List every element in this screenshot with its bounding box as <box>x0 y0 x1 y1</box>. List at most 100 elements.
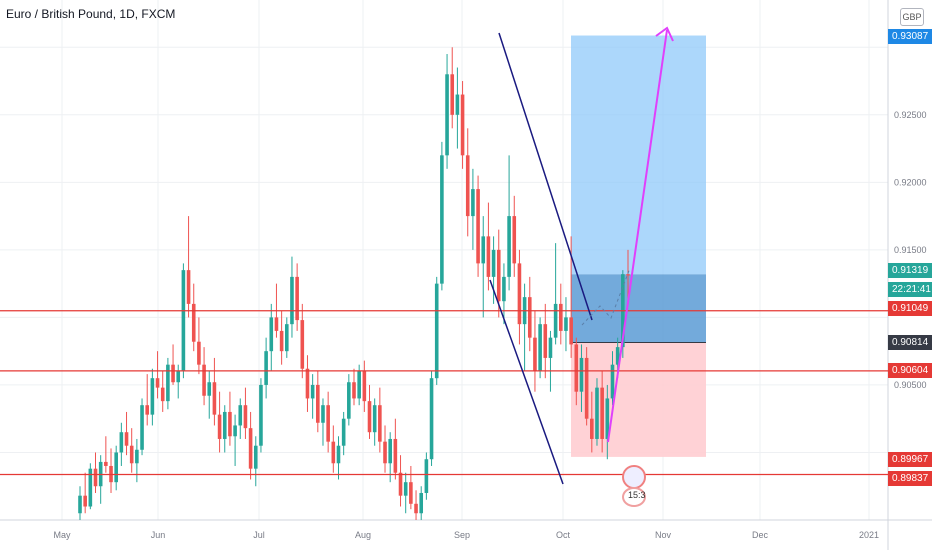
candle-body <box>383 441 387 464</box>
price-badge: 0.91319 <box>888 263 932 278</box>
candle-body <box>238 405 243 426</box>
candle-body <box>207 382 212 396</box>
candle-body <box>465 155 470 217</box>
candle-body <box>212 382 217 415</box>
candle-body <box>512 216 517 264</box>
entry-zone <box>571 274 706 343</box>
target-price-badge: 0.93087 <box>888 28 932 44</box>
candle-body <box>222 411 227 439</box>
candle-body <box>574 344 579 392</box>
candle-body <box>114 452 118 483</box>
candle-body <box>186 270 191 304</box>
price-badge: 0.89837 <box>888 471 932 486</box>
time-axis-label: Dec <box>752 530 769 540</box>
target-zone <box>571 35 706 275</box>
candle-body <box>279 330 284 352</box>
time-axis-label: Nov <box>655 530 672 540</box>
candle-body <box>388 438 392 464</box>
candle-body <box>543 324 548 358</box>
candle-body <box>135 449 139 464</box>
candle-body <box>305 368 310 399</box>
candle-body <box>150 378 155 415</box>
candle-body <box>310 384 315 399</box>
candle-body <box>419 492 424 514</box>
currency-selector[interactable]: GBP <box>900 8 924 26</box>
candle-body <box>517 263 522 325</box>
candle-body <box>119 432 124 453</box>
economic-event-icon[interactable] <box>622 465 646 489</box>
candle-body <box>259 384 263 446</box>
candle-body <box>352 382 356 399</box>
stop-zone <box>571 342 706 457</box>
candle-body <box>445 74 449 156</box>
candle-body <box>233 425 237 437</box>
price-badge: 0.89967 <box>888 452 932 467</box>
channel-lower-line <box>489 279 564 485</box>
candle-body <box>378 405 382 442</box>
candle-body <box>104 461 108 466</box>
candle-body <box>88 468 93 507</box>
time-axis-label: Oct <box>556 530 571 540</box>
candle-body <box>569 317 573 345</box>
candle-body <box>181 270 186 372</box>
candle-body <box>605 398 610 439</box>
candle-body <box>228 411 232 437</box>
price-badge: 0.91049 <box>888 301 932 316</box>
candle-body <box>600 387 604 439</box>
candle-body <box>191 303 196 342</box>
candle-body <box>155 378 160 388</box>
candle-body <box>491 249 496 277</box>
candle-body <box>171 364 175 383</box>
time-axis-label: Jun <box>151 530 166 540</box>
candle-body <box>527 297 532 338</box>
candle-body <box>300 320 305 369</box>
candle-body <box>197 341 201 365</box>
candle-body <box>409 482 413 504</box>
candle-body <box>538 324 542 372</box>
candle-body <box>590 418 594 439</box>
candle-body <box>269 317 274 352</box>
candle-body <box>476 189 480 264</box>
event-label: 15:3 <box>628 490 646 500</box>
candle-body <box>326 405 330 442</box>
candle-body <box>341 418 346 446</box>
time-axis-label: May <box>53 530 71 540</box>
candle-body <box>145 405 150 415</box>
candle-body <box>362 371 367 402</box>
candle-body <box>202 364 206 396</box>
candle-body <box>558 303 563 331</box>
candle-body <box>393 438 398 473</box>
candle-body <box>460 94 465 156</box>
candle-body <box>507 216 511 277</box>
candle-body <box>176 371 181 383</box>
target-arrow-head <box>655 26 674 42</box>
candle-body <box>372 405 377 433</box>
candle-body <box>615 347 620 365</box>
dividends-event-icon[interactable] <box>622 487 646 507</box>
candle-body <box>295 276 299 321</box>
price-badge: 22:21:41 <box>888 282 932 297</box>
candle-body <box>166 364 170 402</box>
candle-body <box>253 445 258 469</box>
time-axis-label: Sep <box>454 530 470 540</box>
candle-body <box>595 387 599 439</box>
candle-body <box>264 351 268 385</box>
candle-body <box>440 155 444 284</box>
candle-body <box>217 414 222 439</box>
projection-path <box>581 267 631 326</box>
candle-body <box>533 337 537 372</box>
chart-title: Euro / British Pound, 1D, FXCM <box>6 7 176 21</box>
candle-body <box>140 405 144 450</box>
candle-body <box>626 274 630 276</box>
candle-body <box>93 468 98 487</box>
candle-body <box>584 357 589 419</box>
candle-body <box>471 189 475 217</box>
candle-body <box>403 482 408 496</box>
candle-body <box>243 405 248 429</box>
time-axis-label: 2021 <box>859 530 879 540</box>
channel-upper-line <box>498 32 593 321</box>
price-tick-label: 0.90500 <box>894 380 927 390</box>
target-arrow-line <box>607 29 668 443</box>
candle-body <box>481 236 486 264</box>
